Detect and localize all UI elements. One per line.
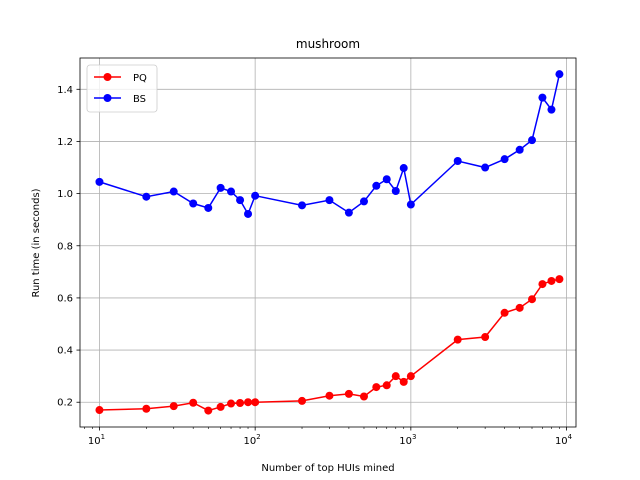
data-point-pq: [244, 398, 253, 407]
y-axis-label: Run time (in seconds): [31, 188, 42, 297]
data-point-bs: [528, 136, 537, 145]
y-tick-label: 1.0: [57, 189, 73, 200]
data-point-bs: [344, 208, 353, 217]
y-tick-label: 1.2: [57, 137, 73, 148]
x-tick-label: 102: [244, 433, 261, 447]
data-point-pq: [481, 333, 490, 342]
data-point-pq: [399, 377, 408, 386]
data-point-bs: [216, 183, 225, 192]
x-axis-label: Number of top HUIs mined: [261, 463, 394, 474]
data-point-pq: [538, 280, 547, 289]
data-point-bs: [227, 187, 236, 196]
data-point-pq: [189, 398, 198, 407]
data-point-pq: [382, 381, 391, 390]
data-point-bs: [500, 155, 509, 164]
legend-label-bs: BS: [133, 94, 146, 105]
data-point-bs: [325, 196, 334, 205]
data-point-pq: [142, 404, 151, 413]
data-point-bs: [515, 145, 524, 154]
data-point-pq: [344, 389, 353, 398]
data-point-pq: [216, 402, 225, 411]
legend-marker-bs: [103, 94, 112, 102]
data-point-pq: [528, 295, 537, 304]
data-point-bs: [391, 186, 400, 195]
data-point-pq: [204, 406, 213, 415]
data-point-pq: [372, 383, 381, 392]
data-point-bs: [189, 199, 198, 208]
data-point-bs: [244, 209, 253, 218]
x-tick-label: 103: [399, 433, 416, 447]
data-point-bs: [372, 181, 381, 190]
data-point-bs: [382, 175, 391, 184]
axes-ticks: 101 102 103 104 0.2 0.4 0.6 0.8 1.0 1.2 1.4: [57, 85, 573, 447]
data-point-bs: [453, 157, 462, 166]
data-point-bs: [236, 196, 245, 205]
data-point-bs: [204, 203, 213, 212]
plot-frame: [79, 57, 577, 428]
data-point-pq: [95, 406, 104, 415]
data-point-pq: [391, 372, 400, 381]
legend-marker-pq: [103, 73, 112, 81]
y-tick-label: 1.4: [57, 85, 73, 96]
data-point-bs: [399, 164, 408, 173]
data-point-bs: [95, 177, 104, 186]
data-point-pq: [227, 399, 236, 408]
data-point-bs: [359, 197, 368, 206]
data-point-pq: [453, 335, 462, 344]
data-point-bs: [142, 192, 151, 201]
data-point-bs: [547, 105, 556, 114]
data-point-bs: [169, 187, 178, 196]
data-point-bs: [406, 200, 415, 209]
data-point-pq: [236, 399, 245, 408]
legend: PQ BS: [86, 64, 158, 113]
data-point-pq: [406, 372, 415, 381]
data-point-bs: [538, 93, 547, 102]
x-tick-label: 101: [88, 433, 105, 447]
data-point-pq: [298, 396, 307, 405]
x-tick-label: 104: [555, 433, 573, 447]
data-point-pq: [555, 275, 564, 284]
data-point-bs: [251, 191, 260, 200]
series-layer: [95, 70, 564, 415]
y-tick-label: 0.2: [57, 398, 73, 409]
data-point-bs: [555, 70, 564, 79]
y-tick-label: 0.8: [57, 241, 73, 252]
data-point-pq: [169, 402, 178, 411]
data-point-bs: [298, 201, 307, 210]
chart-title: mushroom: [296, 37, 360, 51]
data-point-pq: [325, 391, 334, 400]
data-point-pq: [515, 303, 524, 312]
y-tick-label: 0.4: [57, 346, 73, 357]
data-point-pq: [547, 276, 556, 285]
data-point-pq: [251, 398, 260, 407]
legend-label-pq: PQ: [133, 73, 147, 84]
data-point-bs: [481, 163, 490, 172]
data-point-pq: [500, 308, 509, 317]
y-tick-label: 0.6: [57, 293, 73, 304]
data-point-pq: [359, 392, 368, 401]
